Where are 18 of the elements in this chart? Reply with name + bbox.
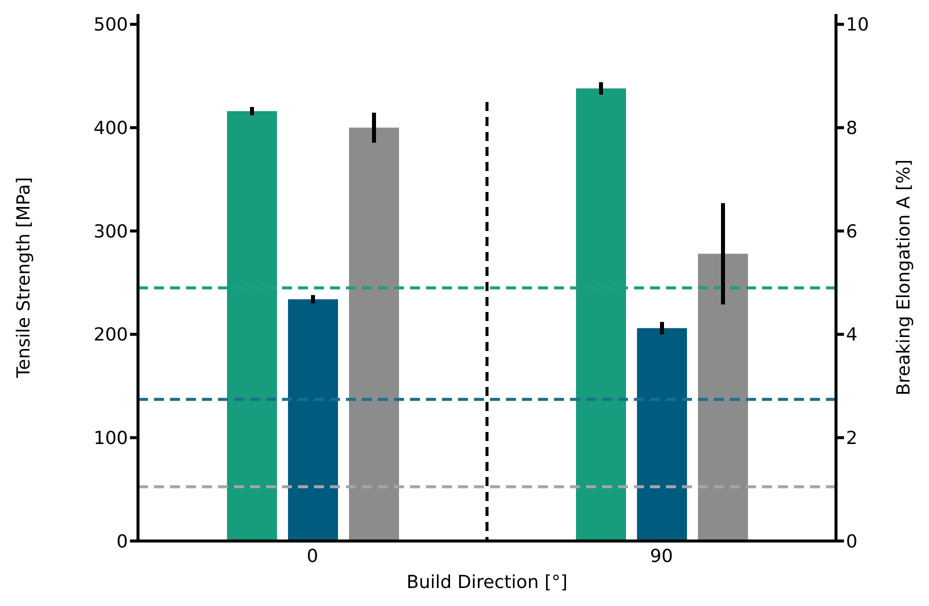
y2-tick-label: 2 <box>846 428 858 450</box>
y2-tick-label: 4 <box>846 324 858 346</box>
bar <box>288 299 338 541</box>
y2-tick-label: 6 <box>846 221 858 242</box>
y-tick-label: 400 <box>94 118 128 140</box>
y2-tick-label: 10 <box>846 14 869 36</box>
y-axis-title: Tensile Strength [MPa] <box>13 177 34 379</box>
x-tick-label: 90 <box>650 546 673 567</box>
y2-tick-label: 8 <box>846 118 858 140</box>
x-axis-title: Build Direction [°] <box>406 572 568 593</box>
y-tick-label: 300 <box>94 221 128 242</box>
y2-tick-label: 0 <box>846 531 858 552</box>
bar <box>637 328 687 541</box>
y-tick-label: 200 <box>94 324 128 346</box>
y-tick-label: 0 <box>116 531 128 552</box>
y2-axis-title: Breaking Elongation A [%] <box>893 159 914 396</box>
y-tick-label: 100 <box>94 428 128 450</box>
y-tick-label: 500 <box>94 14 128 36</box>
